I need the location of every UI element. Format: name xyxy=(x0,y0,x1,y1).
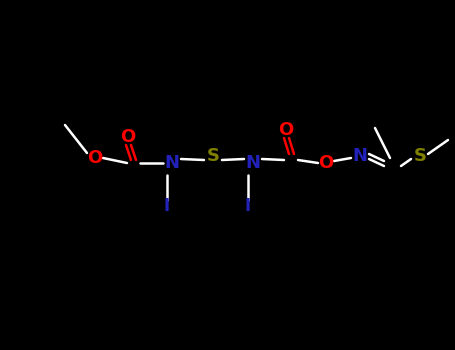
Text: N: N xyxy=(353,147,368,165)
Text: N: N xyxy=(246,154,261,172)
Text: O: O xyxy=(121,128,136,146)
Text: I: I xyxy=(164,197,170,215)
Text: O: O xyxy=(278,121,293,139)
Text: N: N xyxy=(165,154,180,172)
Text: O: O xyxy=(87,149,103,167)
Text: I: I xyxy=(245,197,251,215)
Text: O: O xyxy=(318,154,334,172)
Text: S: S xyxy=(207,147,219,165)
Text: S: S xyxy=(414,147,426,165)
